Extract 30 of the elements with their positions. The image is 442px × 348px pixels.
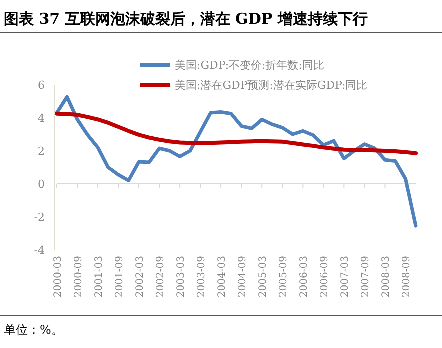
y-tick-label: 0 xyxy=(38,178,45,191)
x-tick-label: 2005-09 xyxy=(278,256,290,298)
line-series xyxy=(55,112,418,156)
y-tick-label: 4 xyxy=(38,112,45,125)
x-tick-label: 2001-09 xyxy=(114,256,126,298)
y-tick-label: -2 xyxy=(34,211,45,224)
x-tick-label: 2007-03 xyxy=(340,256,352,298)
x-tick-label: 2000-03 xyxy=(53,256,64,298)
chart-title: 图表 37 互联网泡沫破裂后，潜在 GDP 增速持续下行 xyxy=(4,10,368,28)
x-tick-label: 2007-09 xyxy=(360,256,372,298)
x-tick-label: 2008-03 xyxy=(381,256,392,298)
line-series xyxy=(55,95,418,228)
x-tick-label: 2004-09 xyxy=(238,256,249,298)
text: 单位：%。 xyxy=(4,323,64,337)
legend-label: 美国:GDP:不变价:折年数:同比 xyxy=(175,59,324,72)
x-tick-label: 2005-03 xyxy=(258,256,270,298)
x-tick-label: 2002-09 xyxy=(156,256,167,298)
x-tick-label: 2002-03 xyxy=(135,256,146,298)
y-tick-label: 2 xyxy=(38,145,45,158)
y-tick-label: -4 xyxy=(34,244,45,257)
x-tick-label: 2001-03 xyxy=(94,256,106,298)
x-tick-label: 2006-09 xyxy=(320,256,331,298)
x-tick-label: 2003-03 xyxy=(176,256,188,298)
legend-label: 美国:潜在GDP预测:潜在实际GDP:同比 xyxy=(175,79,368,92)
x-tick-label: 2000-09 xyxy=(74,256,85,298)
x-tick-label: 2003-09 xyxy=(196,256,208,298)
x-tick-label: 2004-03 xyxy=(217,256,228,298)
x-tick-label: 2008-09 xyxy=(402,256,413,298)
x-tick-label: 2006-03 xyxy=(299,256,310,298)
y-tick-label: 6 xyxy=(38,79,45,92)
